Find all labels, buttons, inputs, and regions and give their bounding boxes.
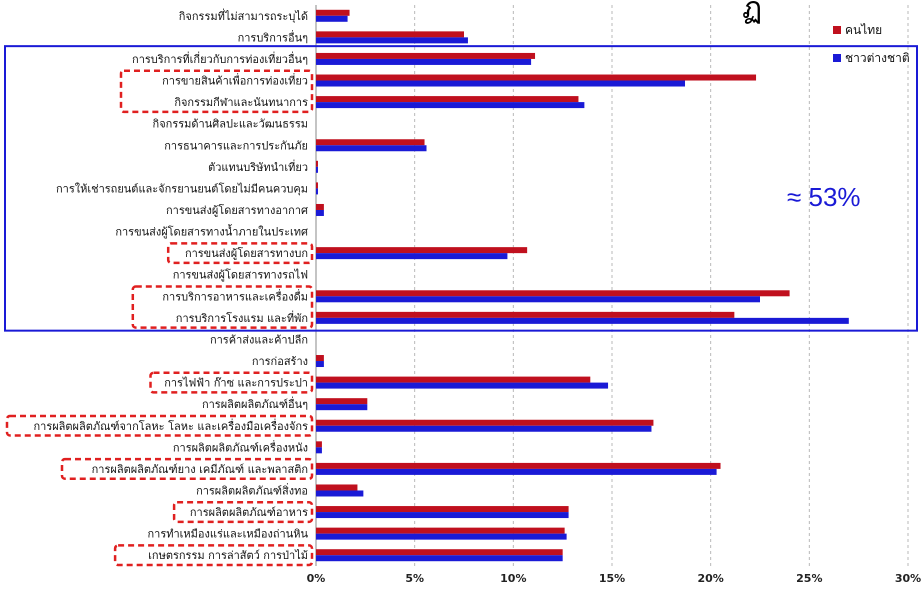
category-label: การบริการโรงแรม และที่พัก [176,310,308,325]
bar-foreign [316,188,318,195]
category-label: ตัวแทนบริษัทนำเที่ยว [208,159,308,174]
bars [316,9,849,562]
category-label: กิจกรรมด้านศิลปะและวัฒนธรรม [152,118,308,131]
legend-swatch [833,54,841,62]
category-label: การทำเหมืองแร่และเหมืองถ่านหิน [147,528,308,541]
highlight-box [172,501,314,524]
bar-thai [316,506,569,513]
category-labels: กิจกรรมที่ไม่สามารถระบุได้การบริการอื่นๆ… [33,8,308,562]
bar-foreign [316,58,532,65]
category-label: การให้เช่ารถยนต์และจักรยานยนต์โดยไม่มีคน… [56,181,308,195]
title-fragment: ฏ [742,0,762,26]
highlight-box [113,544,314,567]
highlight-box [60,457,314,480]
bar-foreign [316,166,318,173]
category-label: การขนส่งผู้โดยสารทางน้ำภายในประเทศ [115,224,308,239]
x-tick-label: 15% [599,572,625,585]
bar-foreign [316,317,849,324]
x-tick-label: 0% [307,572,326,585]
bar-foreign [316,102,585,109]
highlight-box [5,414,314,437]
bar-thai [316,96,579,103]
bar-foreign [316,382,609,389]
category-label: การขายสินค้าเพื่อการท่องเที่ยว [162,73,308,88]
bar-foreign [316,209,324,216]
category-label: การผลิตผลิตภัณฑ์เครื่องหนัง [173,439,308,454]
category-label: การผลิตผลิตภัณฑ์อื่นๆ [202,396,308,411]
tourism-group-outline [4,45,918,332]
bar-foreign [316,404,368,411]
category-label: เกษตรกรรม การล่าสัตว์ การป่าไม้ [148,549,308,562]
bar-foreign [316,425,652,432]
bar-thai [316,160,318,167]
bar-thai [316,355,324,362]
bar-thai [316,247,528,254]
category-label: กิจกรรมกีฬาและนันทนาการ [174,96,308,109]
category-label: การผลิตผลิตภัณฑ์จากโลหะ โลหะ และเครื่องม… [33,418,308,433]
category-label: การผลิตผลิตภัณฑ์สิ่งทอ [196,482,308,497]
bar-foreign [316,512,569,519]
bar-thai [316,290,790,297]
x-tick-label: 10% [500,572,526,585]
category-label: กิจกรรมที่ไม่สามารถระบุได้ [178,8,308,23]
bar-foreign [316,15,348,22]
x-tick-label: 25% [796,572,822,585]
bar-thai [316,9,350,16]
bar-foreign [316,145,427,152]
highlight-boxes [5,69,314,567]
bar-foreign [316,555,563,562]
tourism-share-annotation: ≈ 53% [787,182,861,212]
category-label: การก่อสร้าง [252,355,308,368]
category-label: การค้าส่งและค้าปลีก [210,333,308,346]
bar-thai [316,139,425,146]
x-tick-label: 5% [405,572,424,585]
highlight-box [131,285,314,329]
legend-label: ชาวต่างชาติ [845,51,910,65]
legend-swatch [833,26,841,34]
bar-thai [316,527,565,534]
bar-thai [316,74,757,81]
category-label: การผลิตผลิตภัณฑ์ยาง เคมีภัณฑ์ และพลาสติก [92,463,308,476]
category-label: การบริการอาหารและเครื่องดื่ม [162,288,308,303]
bar-thai [316,311,735,318]
category-label: การบริการอื่นๆ [238,29,309,44]
bar-foreign [316,37,468,44]
x-tick-label: 30% [895,572,921,585]
bar-foreign [316,447,322,454]
bar-thai [316,182,318,189]
x-tick-label: 20% [697,572,723,585]
bar-thai [316,203,324,210]
bar-thai [316,376,591,383]
bar-foreign [316,533,567,540]
tourism-group-box [4,45,918,332]
bar-thai [316,484,358,491]
bar-thai [316,441,322,448]
gridlines [315,5,909,566]
bar-foreign [316,296,760,303]
bar-foreign [316,468,717,475]
highlight-box [149,371,314,394]
bar-thai [316,419,654,426]
bar-thai [316,398,368,405]
bar-foreign [316,490,364,497]
category-label: การขนส่งผู้โดยสารทางบก [185,246,308,260]
bar-thai [316,462,721,469]
bar-foreign [316,80,686,87]
highlight-box [119,69,314,114]
category-label: การธนาคารและการประกันภัย [164,139,308,152]
bar-foreign [316,361,324,368]
category-label: การผลิตผลิตภัณฑ์อาหาร [190,506,308,519]
x-axis-ticks: 0% 5% 10% 15% 20% 25% 30% [307,572,922,585]
bar-foreign [316,253,508,260]
category-label: การขนส่งผู้โดยสารทางรถไฟ [173,268,308,282]
bar-thai [316,31,464,38]
category-label: การบริการที่เกี่ยวกับการท่องเที่ยวอื่นๆ [132,51,308,66]
category-label: การขนส่งผู้โดยสารทางอากาศ [166,203,308,217]
category-label: การไฟฟ้า ก๊าซ และการประปา [164,377,308,390]
legend-label: คนไทย [845,23,882,37]
bar-thai [316,52,536,59]
bar-thai [316,549,563,556]
